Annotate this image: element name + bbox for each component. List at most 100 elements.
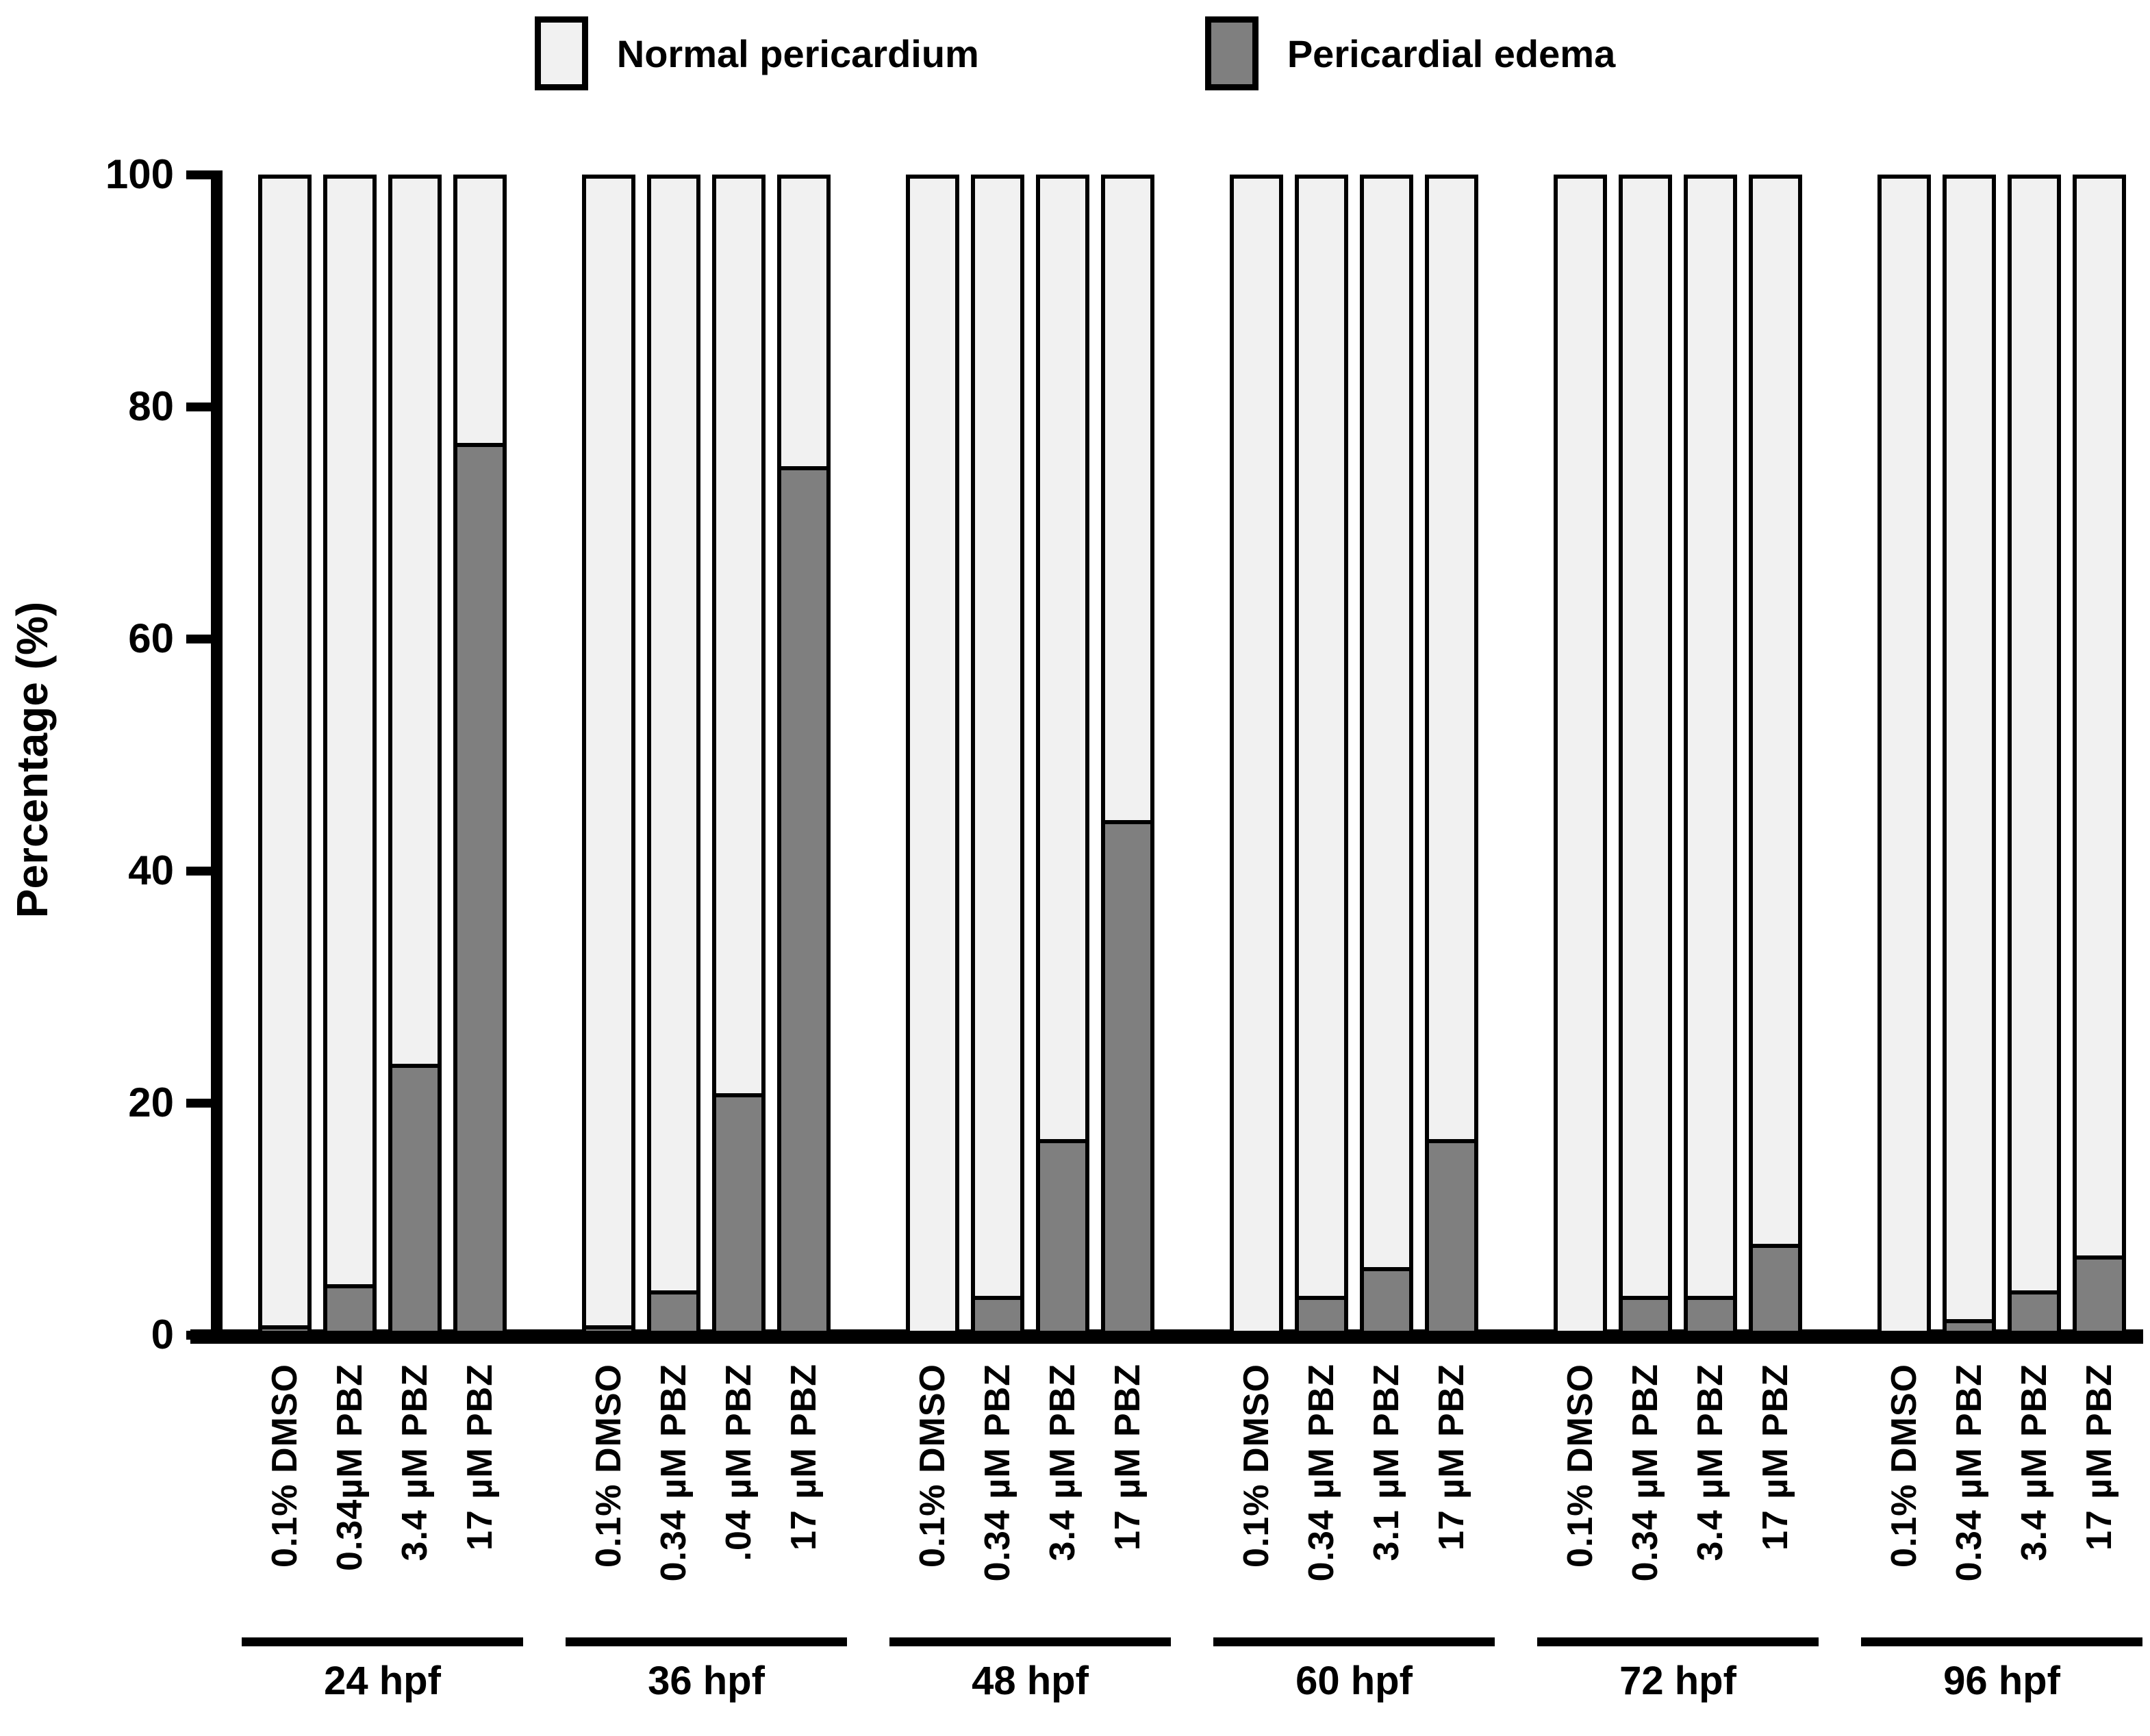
bar-label-box: 17 µM PBZ: [777, 1364, 831, 1554]
y-tick-label-40: 40: [128, 847, 174, 893]
bar-36hpf-4: [777, 175, 831, 1335]
edema-segment: [2077, 1255, 2122, 1331]
bar-24hpf-4: [453, 175, 507, 1335]
bar-label: 17 µM PBZ: [1108, 1364, 1148, 1551]
bar-label-box: 3.1 µM PBZ: [1360, 1364, 1413, 1564]
bar-label-box: 17 µM PBZ: [1101, 1364, 1154, 1554]
bar-label: 17 µM PBZ: [784, 1364, 824, 1551]
bar-72hpf-3: [1684, 175, 1737, 1335]
bar-label-box: 0.1% DMSO: [258, 1364, 312, 1571]
bar-label: 0.1% DMSO: [589, 1364, 629, 1568]
bar-label-box: .04 µM PBZ: [712, 1364, 766, 1564]
bar-label-box: 0.1% DMSO: [582, 1364, 635, 1571]
bar-48hpf-2: [971, 175, 1024, 1335]
edema-segment: [262, 1325, 307, 1331]
bar-36hpf-2: [647, 175, 700, 1335]
bar-label: 0.1% DMSO: [913, 1364, 952, 1568]
bar-label: 3.1 µM PBZ: [1367, 1364, 1406, 1561]
bar-label-box: 3.4 µM PBZ: [1036, 1364, 1089, 1564]
group-underline-48hpf: [889, 1637, 1171, 1646]
bar-48hpf-1: [906, 175, 959, 1335]
bar-label-box: 3.4 µM PBZ: [2008, 1364, 2061, 1564]
legend-label-pericardial-edema: Pericardial edema: [1287, 31, 1616, 75]
edema-segment: [975, 1296, 1020, 1331]
bar-label-box: 0.34 µM PBZ: [647, 1364, 700, 1585]
group-underline-96hpf: [1861, 1637, 2142, 1646]
y-tick-label-20: 20: [128, 1080, 174, 1125]
bar-label: 0.34 µM PBZ: [654, 1364, 694, 1582]
group-label-48hpf: 48 hpf: [972, 1659, 1089, 1703]
bar-24hpf-1: [258, 175, 312, 1335]
bar-label-box: 0.34 µM PBZ: [971, 1364, 1024, 1585]
bar-label: 0.34 µM PBZ: [1626, 1364, 1665, 1582]
edema-segment: [1623, 1296, 1668, 1331]
edema-segment: [716, 1093, 761, 1331]
edema-segment: [392, 1064, 438, 1331]
edema-segment: [781, 466, 826, 1331]
bar-label: .04 µM PBZ: [719, 1364, 759, 1561]
bar-24hpf-3: [388, 175, 442, 1335]
bar-label-box: 0.34µM PBZ: [323, 1364, 377, 1574]
bar-60hpf-1: [1230, 175, 1283, 1335]
y-tick-mark-0: [186, 1330, 222, 1340]
group-label-72hpf: 72 hpf: [1619, 1659, 1736, 1703]
edema-segment: [1040, 1139, 1085, 1331]
y-tick-mark-100: [186, 170, 222, 179]
legend-item-normal-pericardium: Normal pericardium: [534, 16, 979, 90]
legend-item-pericardial-edema: Pericardial edema: [1204, 16, 1616, 90]
edema-segment: [457, 443, 503, 1331]
group-label-96hpf: 96 hpf: [1943, 1659, 2060, 1703]
bar-label: 3.4 µM PBZ: [2014, 1364, 2054, 1561]
edema-segment: [327, 1284, 372, 1331]
bar-label: 0.1% DMSO: [265, 1364, 305, 1568]
y-tick-label-0: 0: [151, 1312, 174, 1357]
pericardial-edema-swatch: [1204, 16, 1259, 90]
bar-label-box: 17 µM PBZ: [2073, 1364, 2126, 1554]
group-underline-60hpf: [1213, 1637, 1495, 1646]
group-underline-24hpf: [242, 1637, 523, 1646]
bar-48hpf-4: [1101, 175, 1154, 1335]
edema-segment: [1364, 1266, 1409, 1331]
bar-96hpf-2: [1943, 175, 1996, 1335]
bar-label: 0.1% DMSO: [1560, 1364, 1600, 1568]
bar-96hpf-3: [2008, 175, 2061, 1335]
bar-72hpf-1: [1554, 175, 1607, 1335]
edema-segment: [1947, 1319, 1992, 1331]
bar-label-box: 0.1% DMSO: [1230, 1364, 1283, 1571]
bar-label-box: 0.34 µM PBZ: [1619, 1364, 1672, 1585]
legend: Normal pericardium Pericardial edema: [0, 16, 2150, 90]
bar-label-box: 3.4 µM PBZ: [1684, 1364, 1737, 1564]
bar-60hpf-4: [1425, 175, 1478, 1335]
y-axis-title: Percentage (%): [8, 601, 57, 919]
bar-label: 0.34 µM PBZ: [1949, 1364, 1989, 1582]
bar-24hpf-2: [323, 175, 377, 1335]
group-label-36hpf: 36 hpf: [648, 1659, 765, 1703]
bar-label: 3.4 µM PBZ: [1043, 1364, 1083, 1561]
group-label-24hpf: 24 hpf: [324, 1659, 441, 1703]
edema-segment: [1105, 820, 1150, 1331]
bar-label-box: 0.1% DMSO: [1877, 1364, 1931, 1571]
edema-segment: [1299, 1296, 1344, 1331]
bar-72hpf-2: [1619, 175, 1672, 1335]
bar-label: 17 µM PBZ: [460, 1364, 500, 1551]
bar-96hpf-4: [2073, 175, 2126, 1335]
bar-label-box: 17 µM PBZ: [1425, 1364, 1478, 1554]
bar-48hpf-3: [1036, 175, 1089, 1335]
group-underline-36hpf: [566, 1637, 847, 1646]
bar-96hpf-1: [1877, 175, 1931, 1335]
bar-label: 17 µM PBZ: [2079, 1364, 2119, 1551]
bar-label: 17 µM PBZ: [1432, 1364, 1471, 1551]
y-axis-line: [211, 170, 223, 1343]
legend-label-normal-pericardium: Normal pericardium: [616, 31, 979, 75]
bar-label-box: 17 µM PBZ: [1749, 1364, 1802, 1554]
bar-60hpf-2: [1295, 175, 1348, 1335]
bar-label-box: 3.4 µM PBZ: [388, 1364, 442, 1564]
bar-label: 0.34 µM PBZ: [978, 1364, 1017, 1582]
y-tick-label-100: 100: [105, 151, 174, 197]
y-tick-mark-40: [186, 866, 222, 876]
normal-pericardium-swatch: [534, 16, 588, 90]
y-tick-mark-20: [186, 1098, 222, 1108]
bar-label-box: 0.1% DMSO: [1554, 1364, 1607, 1571]
bar-label-box: 0.34 µM PBZ: [1943, 1364, 1996, 1585]
